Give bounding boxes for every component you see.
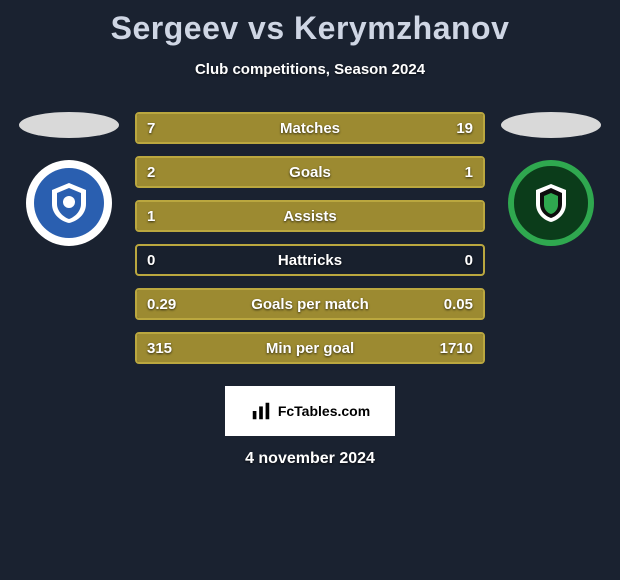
stat-bar: 2 1 Goals (135, 156, 485, 188)
page-title: Sergeev vs Kerymzhanov (0, 10, 620, 47)
source-badge: FcTables.com (225, 386, 395, 436)
stat-value-right (463, 202, 483, 230)
stat-label: Matches (280, 114, 340, 142)
right-column (501, 112, 601, 246)
stat-value-right: 0.05 (434, 290, 483, 318)
stat-label: Goals per match (251, 290, 369, 318)
stat-bar: 1 Assists (135, 200, 485, 232)
stat-value-left: 315 (137, 334, 182, 362)
stat-value-left: 7 (137, 114, 165, 142)
page-subtitle: Club competitions, Season 2024 (0, 61, 620, 78)
stat-value-left: 0 (137, 246, 165, 274)
stats-bars: 7 19 Matches 2 1 Goals 1 Assists 0 0 Hattricks 0.29… (135, 112, 485, 364)
player-2-headshot-placeholder (501, 112, 601, 138)
stat-value-right: 1710 (430, 334, 483, 362)
shield-icon (46, 180, 92, 226)
stat-label: Assists (283, 202, 336, 230)
stat-label: Hattricks (278, 246, 342, 274)
header: Sergeev vs Kerymzhanov Club competitions… (0, 0, 620, 78)
stat-bar: 0 0 Hattricks (135, 244, 485, 276)
chart-icon (250, 400, 272, 422)
stat-value-left: 1 (137, 202, 165, 230)
stat-bar: 7 19 Matches (135, 112, 485, 144)
stat-value-left: 2 (137, 158, 165, 186)
stat-bar-fill-right (230, 114, 483, 142)
left-column (19, 112, 119, 246)
stat-label: Min per goal (266, 334, 354, 362)
content: 7 19 Matches 2 1 Goals 1 Assists 0 0 Hattricks 0.29… (0, 112, 620, 364)
player-1-headshot-placeholder (19, 112, 119, 138)
team-1-crest (26, 160, 112, 246)
team-1-crest-inner (34, 168, 104, 238)
source-text: FcTables.com (278, 403, 370, 419)
stat-label: Goals (289, 158, 331, 186)
team-2-crest (508, 160, 594, 246)
stat-value-right: 19 (446, 114, 483, 142)
stat-value-right: 0 (455, 246, 483, 274)
shield-icon (528, 180, 574, 226)
stat-bar: 0.29 0.05 Goals per match (135, 288, 485, 320)
stat-bar-fill-left (137, 158, 369, 186)
date-label: 4 november 2024 (0, 450, 620, 468)
stat-value-right: 1 (455, 158, 483, 186)
stat-bar: 315 1710 Min per goal (135, 332, 485, 364)
stat-value-left: 0.29 (137, 290, 186, 318)
